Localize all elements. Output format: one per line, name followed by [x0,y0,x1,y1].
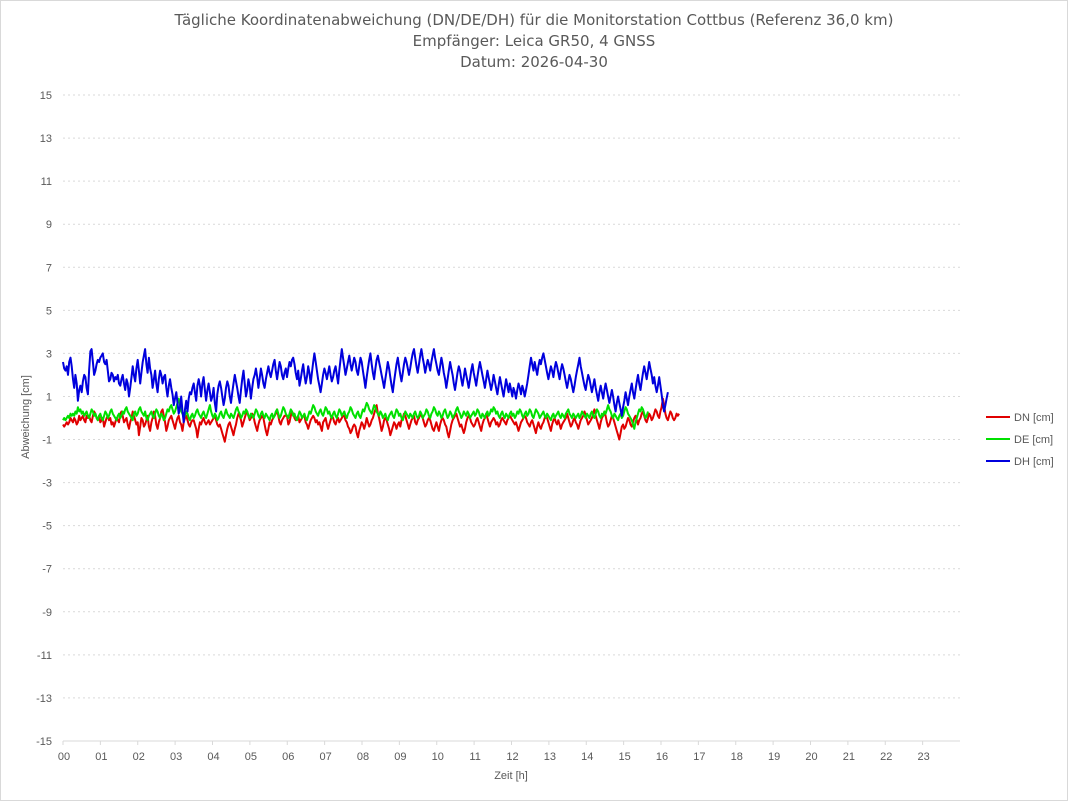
y-tick-label: 3 [46,348,52,360]
x-tick-label: 22 [880,751,892,763]
x-tick-label: 03 [170,751,182,763]
x-tick-label: 04 [207,751,219,763]
y-tick-label: 1 [46,391,52,403]
chart-subtitle-date: Datum: 2026-04-30 [460,53,608,71]
y-tick-label: -7 [42,564,52,576]
x-tick-label: 11 [469,751,480,763]
chart-title: Tägliche Koordinatenabweichung (DN/DE/DH… [174,11,894,29]
y-tick-labels: 15 13 11 9 7 5 3 1 -1 -3 -5 -7 -9 -11 -13 -15 [36,90,52,748]
x-tick-labels: 00 01 02 03 04 05 06 07 08 09 10 11 12 13 14 15 16 17 18 19… [58,741,930,763]
x-tick-label: 19 [768,751,780,763]
x-tick-label: 07 [320,751,332,763]
x-tick-label: 02 [133,751,145,763]
chart-title-block: Tägliche Koordinatenabweichung (DN/DE/DH… [0,10,1068,73]
y-tick-label: -15 [36,736,52,748]
legend: DN [cm] DE [cm] DH [cm] [986,412,1054,468]
y-tick-label: -11 [37,650,52,662]
y-tick-label: 5 [46,305,52,317]
series-line [62,348,669,424]
x-tick-label: 01 [95,751,107,763]
x-tick-label: 12 [506,751,518,763]
legend-label: DN [cm] [1014,412,1054,424]
x-tick-label: 16 [656,751,668,763]
x-tick-label: 23 [918,751,930,763]
y-axis-label: Abweichung [cm] [20,375,32,459]
x-tick-label: 08 [357,751,369,763]
x-tick-label: 00 [58,751,70,763]
x-tick-label: 18 [731,751,743,763]
x-tick-label: 05 [245,751,257,763]
y-tick-label: -13 [36,693,52,705]
y-tick-label: -3 [42,478,52,490]
x-axis-label: Zeit [h] [494,770,528,782]
chart-subtitle-receiver: Empfänger: Leica GR50, 4 GNSS [412,32,656,50]
y-tick-label: 15 [40,90,52,102]
x-tick-label: 10 [432,751,444,763]
y-tick-label: -5 [42,521,52,533]
x-tick-label: 21 [843,751,855,763]
x-tick-label: 20 [805,751,817,763]
x-tick-label: 09 [394,751,406,763]
series-line [62,397,680,443]
series-lines [62,348,680,443]
y-tick-label: -9 [42,607,52,619]
series-line [62,397,649,430]
x-tick-label: 15 [619,751,631,763]
legend-label: DH [cm] [1014,456,1054,468]
x-tick-label: 14 [581,751,593,763]
y-tick-label: 13 [40,133,52,145]
y-tick-label: 11 [41,176,52,188]
y-tick-label: 9 [46,219,52,231]
x-tick-label: 06 [282,751,294,763]
x-tick-label: 13 [544,751,556,763]
x-tick-label: 17 [693,751,705,763]
y-tick-label: 7 [46,262,52,274]
legend-label: DE [cm] [1014,434,1053,446]
y-tick-label: -1 [42,435,52,447]
